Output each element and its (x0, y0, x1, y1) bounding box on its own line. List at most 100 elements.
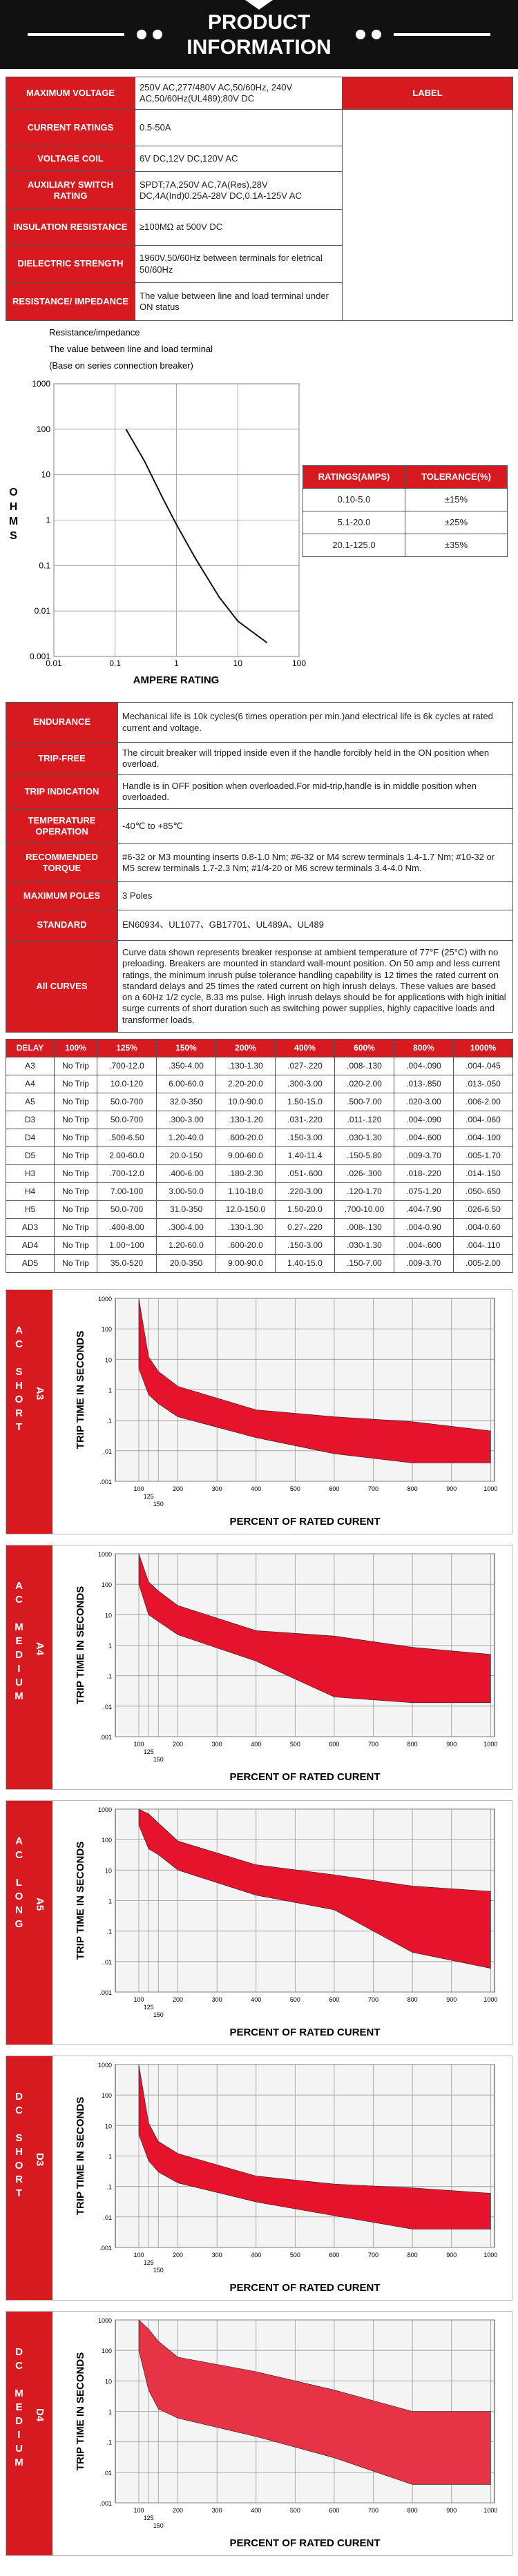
x-tick-label: 400 (251, 2252, 261, 2258)
rule (28, 33, 124, 36)
delay-cell: 3.00-50.0 (156, 1182, 216, 1201)
delay-cell: .050-.650 (453, 1182, 513, 1201)
spec-value: 0.5-50A (135, 109, 343, 146)
delay-cell: No Trip (54, 1254, 97, 1273)
trip-curve-block: AC SHORT A3.001.01.1 1 10 100 1000 100 125 150 20… (6, 1289, 512, 1534)
ratings-table: RATINGS(AMPS) TOLERANCE(%) 0.10-5.0 ±15% 5.1… (303, 465, 508, 557)
delay-cell: .300-3.00 (156, 1111, 216, 1129)
spec-label: STANDARD (6, 910, 118, 941)
trip-curve-block: AC LONG A5.001.01.1 1 10 100 1000 100 125 150 200… (6, 1800, 512, 2045)
delay-cell: .018-.220 (394, 1164, 454, 1183)
x-tick-label: 300 (212, 1741, 222, 1748)
x-tick-label: 300 (212, 2252, 222, 2258)
spec-value: 1960V,50/60Hz between terminals for elet… (135, 245, 343, 283)
y-tick-label: .001 (99, 1734, 112, 1741)
delay-cell: No Trip (54, 1129, 97, 1147)
spec-label: RECOMMENDED TORQUE (6, 843, 118, 882)
y-tick-label: .1 (106, 2439, 112, 2446)
x-axis-label: PERCENT OF RATED CURENT (229, 2027, 380, 2038)
trip-band (138, 2319, 491, 2485)
delay-cell: 1.00~100 (97, 1236, 157, 1255)
y-tick-label: 100 (37, 425, 50, 434)
x-tick-label: 500 (290, 2507, 300, 2514)
y-tick-label: 10 (105, 1612, 112, 1619)
delay-cell: No Trip (54, 1075, 97, 1093)
curve-side-panel: AC SHORT A3 (6, 1290, 52, 1534)
x-tick-label: 10 (233, 658, 243, 668)
x-tick-label: 800 (407, 2507, 418, 2514)
dot (356, 30, 365, 39)
delay-cell: .004-.110 (453, 1236, 513, 1255)
y-tick-label: .1 (106, 1673, 112, 1680)
y-tick-label: .01 (103, 1448, 112, 1455)
x-tick-label: 150 (153, 2522, 164, 2529)
y-tick-label: .01 (103, 2470, 112, 2477)
x-tick-label: 500 (290, 1485, 300, 1492)
delay-cell: AD4 (6, 1236, 55, 1255)
y-tick-label: .001 (99, 2245, 112, 2252)
y-tick-label: 1000 (98, 2062, 112, 2069)
ratings-cell: ±35% (405, 534, 508, 557)
y-tick-label: 10 (105, 2123, 112, 2129)
delay-cell: 50.0-700 (97, 1111, 157, 1129)
curve-type-label: AC LONG (13, 1835, 25, 1932)
delay-cell: 1.50-15.0 (275, 1093, 335, 1111)
ratings-header-row: RATINGS(AMPS) TOLERANCE(%) (303, 465, 508, 489)
trip-curve-block: DC SHORT D3.001.01.1 1 10 100 1000 100 125 150 20… (6, 2056, 512, 2301)
x-tick-label: 125 (144, 2259, 154, 2266)
y-tick-label: 100 (102, 1837, 112, 1844)
spec-row: MAXIMUM VOLTAGE 250V AC,277/480V AC,50/60… (6, 77, 513, 110)
y-tick-label: 100 (102, 1581, 112, 1588)
curve-side-panel: AC LONG A5 (6, 1801, 52, 2045)
x-tick-label: 900 (446, 2507, 457, 2514)
y-tick-label: 10 (105, 1867, 112, 1874)
delay-cell: No Trip (54, 1200, 97, 1219)
trip-band (138, 2064, 491, 2229)
delay-cell: 9.00-90.0 (215, 1254, 276, 1273)
trip-curve-block: AC MEDIUM A4.001.01.1 1 10 100 1000 100 125 150 2… (6, 1545, 512, 1790)
delay-cell: .400-6.00 (156, 1164, 216, 1183)
delay-cell: 2.00-60.0 (97, 1146, 157, 1165)
trip-band (138, 1808, 491, 1969)
delay-cell: 10.0-120 (97, 1075, 157, 1093)
y-tick-label: 1000 (32, 379, 50, 389)
delay-row: A3 No Trip .700-12.0.350-4.00.130-1.30.027… (6, 1057, 513, 1075)
x-tick-label: 500 (290, 2252, 300, 2258)
y-tick-label: 0.01 (35, 606, 51, 616)
delay-cell: 50.0-700 (97, 1200, 157, 1219)
delay-cell: .026-.300 (334, 1164, 394, 1183)
delay-cell: D5 (6, 1146, 55, 1165)
spec-table: MAXIMUM VOLTAGE 250V AC,277/480V AC,50/60… (6, 77, 513, 321)
spec-row: TRIP-FREE The circuit breaker will trippe… (6, 742, 513, 775)
notch (245, 0, 273, 10)
header-title: PRODUCT (208, 11, 310, 34)
spec-label: RESISTANCE/ IMPEDANCE (6, 282, 135, 321)
delay-cell: .005-1.70 (453, 1146, 513, 1165)
y-axis-label: TRIP TIME IN SECONDS (75, 2352, 86, 2470)
delay-cell: .011-.120 (334, 1111, 394, 1129)
x-tick-label: 600 (329, 2252, 339, 2258)
delay-cell: .031-.220 (275, 1111, 335, 1129)
spec-label: DIELECTRIC STRENGTH (6, 245, 135, 283)
delay-cell: No Trip (54, 1236, 97, 1255)
delay-cell: A3 (6, 1057, 55, 1075)
x-tick-label: 700 (368, 1485, 378, 1492)
trip-band (138, 1553, 491, 1704)
y-tick-label: 100 (102, 1326, 112, 1333)
delay-cell: .220-3.00 (275, 1182, 335, 1201)
delay-cell: 35.0-520 (97, 1254, 157, 1273)
delay-row: H4 No Trip 7.00-100 3.00-50.0 1.10-18.0.220-… (6, 1182, 513, 1201)
delay-cell: No Trip (54, 1057, 97, 1075)
delay-cell: 6.00-60.0 (156, 1075, 216, 1093)
curve-side-panel: DC SHORT D3 (6, 2056, 52, 2300)
ratings-header: RATINGS(AMPS) (303, 465, 405, 489)
x-tick-label: 400 (251, 1996, 261, 2003)
curve-type-label: AC SHORT (13, 1325, 25, 1435)
y-axis-label: TRIP TIME IN SECONDS (75, 1586, 86, 1704)
delay-cell: 1.40-15.0 (275, 1254, 335, 1273)
delay-code-label: A3 (34, 1387, 46, 1401)
y-tick-label: 1000 (98, 1296, 112, 1302)
x-tick-label: 500 (290, 1741, 300, 1748)
delay-cell: 12.0-150.0 (215, 1200, 276, 1219)
